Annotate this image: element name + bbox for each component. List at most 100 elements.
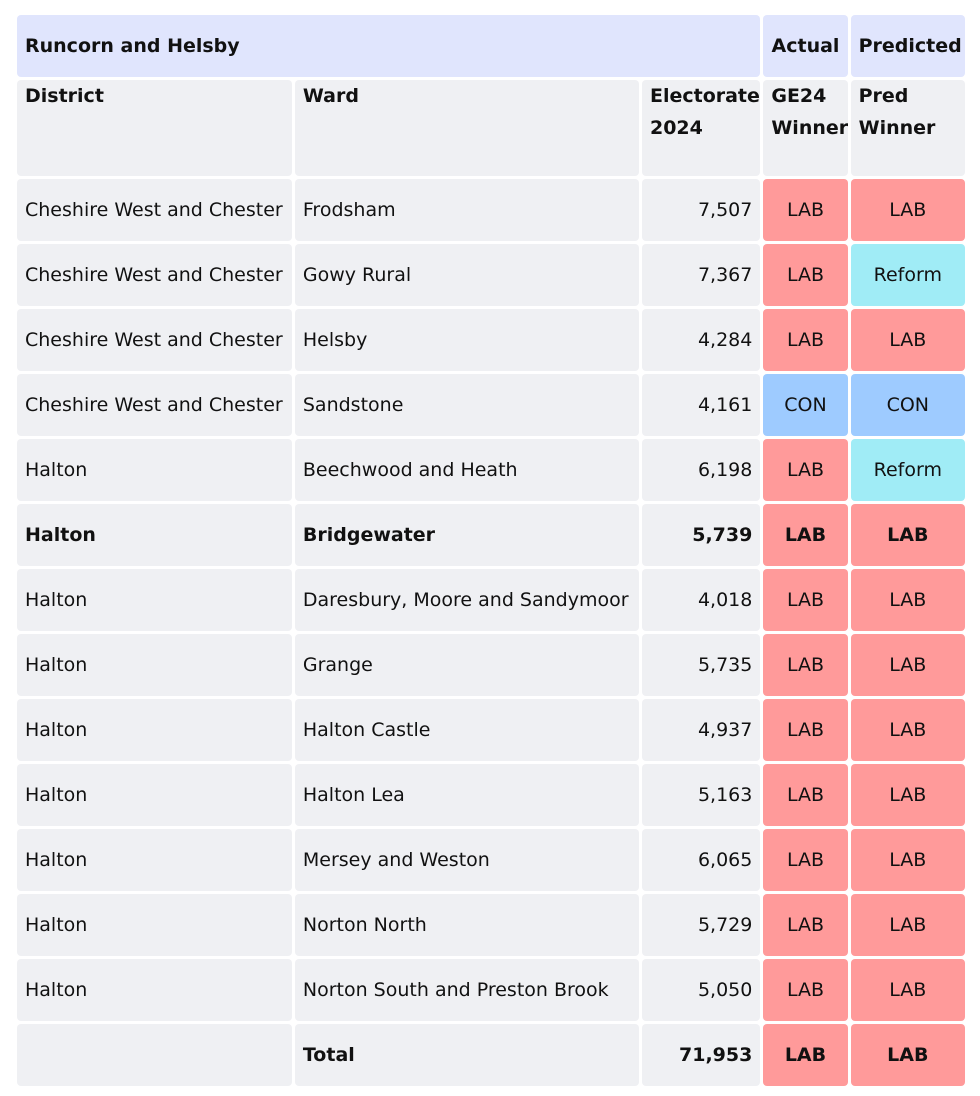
pred-winner-cell: LAB — [850, 829, 965, 891]
total-pred-winner: LAB — [850, 1024, 965, 1086]
ward-cell: Mersey and Weston — [294, 829, 639, 891]
ward-header: Ward — [294, 80, 639, 176]
pred-winner-cell: Reform — [850, 244, 965, 306]
ge24-winner-header: GE24 Winner — [763, 80, 848, 176]
title-row: Runcorn and Helsby Actual Predicted — [17, 15, 965, 77]
pred-winner-cell: Reform — [850, 439, 965, 501]
table-title: Runcorn and Helsby — [17, 15, 761, 77]
ward-cell: Norton North — [294, 894, 639, 956]
total-district-cell — [17, 1024, 292, 1086]
table-row: Halton Grange 5,735 LAB LAB — [17, 634, 965, 696]
district-cell: Halton — [17, 699, 292, 761]
pred-header-line2: Winner — [858, 117, 936, 139]
pred-winner-cell: LAB — [850, 764, 965, 826]
electorate-header-line1: Electorate — [649, 85, 760, 107]
electorate-header-line2: 2024 — [649, 117, 703, 139]
electorate-cell: 5,735 — [641, 634, 761, 696]
district-cell: Halton — [17, 959, 292, 1021]
table-row: Cheshire West and Chester Helsby 4,284 L… — [17, 309, 965, 371]
ward-header-label: Ward — [302, 85, 359, 107]
ge24-winner-cell: LAB — [763, 244, 848, 306]
ge24-winner-cell: LAB — [763, 569, 848, 631]
electorate-header: Electorate 2024 — [641, 80, 761, 176]
district-cell: Halton — [17, 504, 292, 566]
electorate-cell: 4,018 — [641, 569, 761, 631]
ge24-winner-cell: LAB — [763, 634, 848, 696]
district-cell: Halton — [17, 439, 292, 501]
table-row: Cheshire West and Chester Gowy Rural 7,3… — [17, 244, 965, 306]
table-body: Cheshire West and Chester Frodsham 7,507… — [17, 179, 965, 1086]
ward-cell: Bridgewater — [294, 504, 639, 566]
pred-winner-cell: LAB — [850, 309, 965, 371]
ward-cell: Grange — [294, 634, 639, 696]
district-header-label: District — [25, 85, 104, 107]
pred-winner-cell: LAB — [850, 959, 965, 1021]
table-row: Halton Norton South and Preston Brook 5,… — [17, 959, 965, 1021]
total-row: Total 71,953 LAB LAB — [17, 1024, 965, 1086]
pred-winner-cell: LAB — [850, 179, 965, 241]
column-header-row: District Ward Electorate 2024 GE24 Winner … — [17, 80, 965, 176]
table-row: Halton Daresbury, Moore and Sandymoor 4,… — [17, 569, 965, 631]
electorate-cell: 4,284 — [641, 309, 761, 371]
electorate-cell: 5,729 — [641, 894, 761, 956]
electorate-cell: 5,163 — [641, 764, 761, 826]
total-electorate: 71,953 — [641, 1024, 761, 1086]
ge24-winner-cell: LAB — [763, 894, 848, 956]
total-ge24-winner: LAB — [763, 1024, 848, 1086]
ge24-winner-cell: LAB — [763, 439, 848, 501]
total-label: Total — [294, 1024, 639, 1086]
district-cell: Cheshire West and Chester — [17, 374, 292, 436]
electorate-cell: 4,161 — [641, 374, 761, 436]
pred-winner-cell: CON — [850, 374, 965, 436]
ward-cell: Daresbury, Moore and Sandymoor — [294, 569, 639, 631]
table-row: Cheshire West and Chester Sandstone 4,16… — [17, 374, 965, 436]
pred-winner-cell: LAB — [850, 699, 965, 761]
ward-cell: Gowy Rural — [294, 244, 639, 306]
table-row: Halton Mersey and Weston 6,065 LAB LAB — [17, 829, 965, 891]
ge24-winner-cell: LAB — [763, 699, 848, 761]
ward-cell: Halton Lea — [294, 764, 639, 826]
district-cell: Halton — [17, 764, 292, 826]
ward-cell: Beechwood and Heath — [294, 439, 639, 501]
table-row: Halton Beechwood and Heath 6,198 LAB Ref… — [17, 439, 965, 501]
ward-cell: Halton Castle — [294, 699, 639, 761]
district-cell: Cheshire West and Chester — [17, 244, 292, 306]
pred-winner-cell: LAB — [850, 894, 965, 956]
pred-header-line1: Pred — [858, 85, 909, 107]
predicted-group-header: Predicted — [850, 15, 965, 77]
ge24-header-line1: GE24 — [771, 85, 827, 107]
pred-winner-cell: LAB — [850, 504, 965, 566]
ward-cell: Sandstone — [294, 374, 639, 436]
district-cell: Halton — [17, 569, 292, 631]
ge24-winner-cell: LAB — [763, 309, 848, 371]
pred-winner-header: Pred Winner — [850, 80, 965, 176]
electorate-cell: 7,367 — [641, 244, 761, 306]
actual-group-header: Actual — [763, 15, 848, 77]
ge24-header-line2: Winner — [771, 117, 848, 139]
ge24-winner-cell: LAB — [763, 504, 848, 566]
district-cell: Halton — [17, 634, 292, 696]
ward-cell: Helsby — [294, 309, 639, 371]
pred-winner-cell: LAB — [850, 569, 965, 631]
district-cell: Halton — [17, 829, 292, 891]
ward-cell: Frodsham — [294, 179, 639, 241]
table-row: Halton Norton North 5,729 LAB LAB — [17, 894, 965, 956]
ge24-winner-cell: LAB — [763, 959, 848, 1021]
district-cell: Cheshire West and Chester — [17, 179, 292, 241]
ward-results-table: Runcorn and Helsby Actual Predicted Dist… — [14, 12, 968, 1089]
electorate-cell: 5,050 — [641, 959, 761, 1021]
electorate-cell: 6,198 — [641, 439, 761, 501]
pred-winner-cell: LAB — [850, 634, 965, 696]
district-header: District — [17, 80, 292, 176]
electorate-cell: 6,065 — [641, 829, 761, 891]
ge24-winner-cell: CON — [763, 374, 848, 436]
electorate-cell: 4,937 — [641, 699, 761, 761]
electorate-cell: 5,739 — [641, 504, 761, 566]
ge24-winner-cell: LAB — [763, 179, 848, 241]
ward-cell: Norton South and Preston Brook — [294, 959, 639, 1021]
table-row: Halton Halton Castle 4,937 LAB LAB — [17, 699, 965, 761]
ge24-winner-cell: LAB — [763, 764, 848, 826]
table-row-highlighted: Halton Bridgewater 5,739 LAB LAB — [17, 504, 965, 566]
table-row: Cheshire West and Chester Frodsham 7,507… — [17, 179, 965, 241]
electorate-cell: 7,507 — [641, 179, 761, 241]
